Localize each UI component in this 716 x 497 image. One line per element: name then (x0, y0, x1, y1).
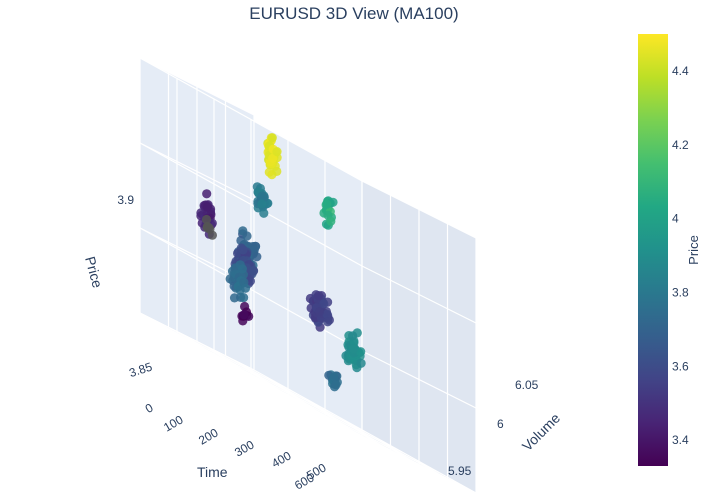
y-tick-label: 6 (497, 417, 504, 431)
z-tick-label: 3.85 (127, 359, 154, 380)
scatter-point (314, 291, 324, 301)
scatter-point (356, 358, 366, 368)
gridline (139, 312, 363, 437)
colorbar-gradient (638, 34, 668, 466)
chart-title: EURUSD 3D View (MA100) (249, 4, 458, 23)
colorbar-tick-label: 4 (672, 212, 679, 226)
scatter-point (239, 293, 249, 303)
colorbar-tick-label: 3.4 (672, 433, 689, 447)
gridline (361, 350, 477, 409)
colorbar-tick-label: 3.6 (672, 359, 689, 373)
scatter-point (239, 310, 249, 320)
scene-walls (140, 58, 476, 493)
scatter-point (348, 331, 358, 341)
scatter-point (248, 266, 258, 276)
scatter-point (349, 344, 359, 354)
y-axis-title: Volume (519, 410, 563, 454)
scatter-point (329, 372, 339, 382)
scatter-point (201, 214, 212, 225)
gridline (225, 355, 448, 480)
scatter-point (268, 153, 278, 163)
colorbar-tick-label: 4.4 (672, 64, 689, 78)
scatter-point (207, 230, 217, 240)
scatter-point (322, 309, 332, 319)
scene-points (196, 133, 366, 392)
scatter-point (264, 167, 274, 177)
gridline (139, 57, 363, 182)
z-axis-title: Price (82, 255, 106, 290)
gridline (139, 312, 255, 371)
gridline (361, 265, 477, 324)
colorbar-tick-label: 3.8 (672, 286, 689, 300)
y-tick-label: 5.95 (448, 464, 472, 478)
scatter-point (323, 317, 333, 327)
colorbar: 3.4 3.6 3.8 4 4.2 4.4 Price (638, 34, 701, 466)
scatter-point (202, 202, 212, 212)
scatter-point (249, 245, 259, 255)
scatter-point (272, 166, 282, 176)
scatter-point (237, 264, 247, 274)
gridline (361, 180, 477, 239)
scatter-point (267, 133, 277, 143)
scatter-point (242, 231, 252, 241)
scatter-point (202, 189, 212, 199)
x-tick-label: 400 (269, 448, 294, 470)
x-tick-label: 200 (196, 425, 221, 447)
x-tick-label: 100 (161, 412, 186, 434)
colorbar-ticks: 3.4 3.6 3.8 4 4.2 4.4 (672, 64, 689, 447)
scatter-point (252, 252, 262, 262)
gridline (253, 369, 477, 494)
z-tick-label: 3.9 (117, 193, 134, 207)
scatter-point (238, 245, 248, 255)
scatter-point (314, 307, 324, 317)
scatter-point (257, 199, 267, 209)
scatter-point (272, 147, 282, 157)
colorbar-tick-label: 4.2 (672, 138, 689, 152)
x-axis-title: Time (197, 464, 228, 480)
colorbar-title: Price (686, 235, 701, 265)
gridline (196, 340, 420, 466)
scatter-point (240, 283, 251, 293)
gridline (139, 142, 255, 201)
scatter-point (356, 347, 366, 357)
scatter-point (326, 216, 336, 226)
x-tick-label: 300 (232, 437, 257, 459)
scatter-point (259, 208, 269, 218)
x-tick-label: 0 (143, 400, 156, 416)
scatter-point (319, 299, 329, 309)
gridline (139, 57, 255, 116)
scatter-point (322, 199, 332, 209)
gridline (361, 435, 477, 494)
gridline (139, 142, 363, 267)
y-tick-label: 6.05 (515, 378, 539, 392)
gridline (168, 326, 391, 451)
gridline (139, 227, 363, 352)
